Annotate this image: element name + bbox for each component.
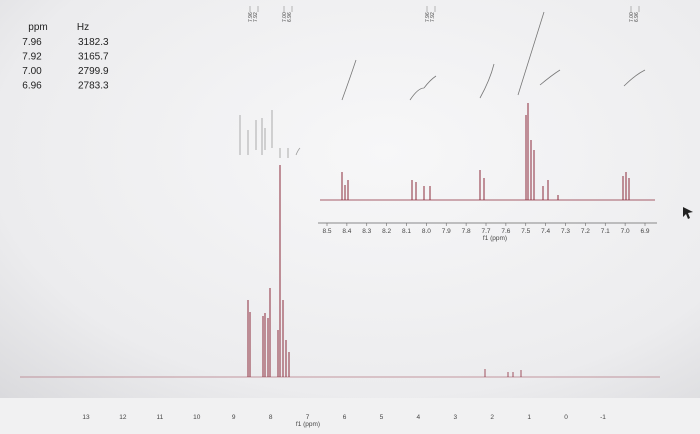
- peak-label: 6.96: [634, 12, 640, 22]
- main-axis: 13 12 11 10 9 8 7 6 5 4 3 2 1 0 -1: [82, 414, 606, 421]
- inset-tick-label: 8.3: [362, 228, 371, 235]
- inset-tick-label: 7.6: [501, 228, 510, 235]
- inset-tick-label: 6.9: [640, 228, 649, 235]
- peak-label: 6.96: [287, 12, 293, 22]
- main-axis-label: f1 (ppm): [296, 421, 320, 428]
- peak-label: 7.96: [425, 12, 431, 22]
- table-cell: 7.92: [22, 52, 42, 63]
- integral-curves: [341, 11, 646, 101]
- main-tick-label: 6: [343, 414, 347, 421]
- main-tick-label: 1: [527, 414, 531, 421]
- table-cell: 3165.7: [78, 52, 109, 63]
- peak-label: 7.00: [629, 12, 635, 22]
- inset-axis-label: f1 (ppm): [483, 235, 507, 242]
- inset-tick-label: 7.1: [601, 228, 610, 235]
- inset-tick-label: 8.1: [402, 228, 411, 235]
- peak-label-bracket: [283, 6, 293, 12]
- peak-label: 7.92: [430, 12, 436, 22]
- inset-tick-label: 8.2: [382, 228, 391, 235]
- main-tick-label: 9: [232, 414, 236, 421]
- table-header: ppm: [28, 22, 47, 33]
- inset-tick-label: 7.8: [462, 228, 471, 235]
- inset-tick-label: 7.0: [621, 228, 630, 235]
- inset-spectrum: [320, 103, 655, 201]
- main-tick-label: 11: [156, 414, 163, 421]
- inset-tick-label: 8.4: [342, 228, 351, 235]
- inset-tick-label: 7.5: [521, 228, 530, 235]
- table-cell: 2799.9: [78, 66, 109, 77]
- inset-tick-label: 7.4: [541, 228, 550, 235]
- peak-label: 7.00: [282, 12, 288, 22]
- inset-tick-label: 7.7: [481, 228, 490, 235]
- inset-axis: 8.5 8.4 8.3 8.2 8.1 8.0 7.9 7.8 7.7 7.6 7.5 7.4 7.3 7…: [322, 223, 650, 235]
- table-cell: 7.96: [22, 37, 42, 48]
- axis-band: [0, 398, 700, 434]
- main-tick-label: 8: [269, 414, 273, 421]
- main-spectrum: [20, 110, 660, 378]
- inset-tick-label: 7.3: [561, 228, 570, 235]
- peak-labels: 7.96 7.92 7.00 6.96 7.96 7.92 7.00 6.96: [248, 6, 640, 22]
- inset-tick-label: 8.5: [322, 228, 331, 235]
- main-tick-label: 13: [82, 414, 90, 421]
- main-tick-label: 7: [306, 414, 310, 421]
- mouse-cursor: [683, 207, 693, 219]
- peak-label: 7.96: [248, 12, 254, 22]
- inset-tick-label: 7.9: [442, 228, 451, 235]
- main-tick-label: -1: [600, 414, 606, 421]
- peak-label-bracket: [249, 6, 259, 12]
- table-cell: 2783.3: [78, 81, 109, 92]
- peak-label-bracket: [630, 6, 640, 12]
- main-tick-label: 0: [564, 414, 568, 421]
- inset-tick-label: 7.2: [581, 228, 590, 235]
- table-cell: 3182.3: [78, 37, 109, 48]
- main-tick-label: 4: [417, 414, 421, 421]
- main-tick-label: 5: [380, 414, 384, 421]
- main-tick-label: 2: [490, 414, 494, 421]
- main-tick-label: 3: [453, 414, 457, 421]
- peak-table: ppm Hz 7.96 3182.3 7.92 3165.7 7.00 2799.9 6.96 2…: [22, 22, 109, 92]
- peak-label-bracket: [426, 6, 436, 12]
- inset-tick-label: 8.0: [422, 228, 431, 235]
- main-tick-label: 10: [193, 414, 201, 421]
- table-cell: 6.96: [22, 81, 42, 92]
- table-header: Hz: [77, 22, 89, 33]
- peak-label: 7.92: [253, 12, 259, 22]
- table-cell: 7.00: [22, 66, 42, 77]
- main-tick-label: 12: [119, 414, 127, 421]
